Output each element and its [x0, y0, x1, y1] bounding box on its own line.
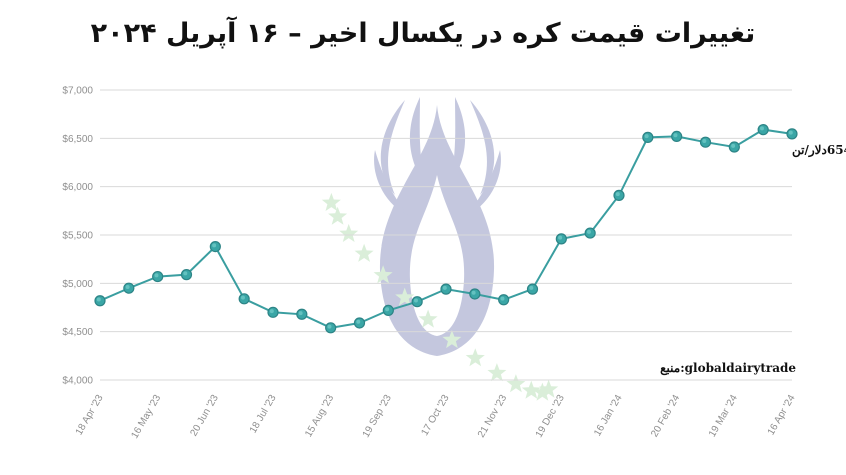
data-point-highlight	[558, 235, 563, 240]
watermark-star	[339, 223, 359, 242]
data-point-highlight	[240, 295, 245, 300]
watermark-star	[539, 379, 559, 398]
source-label: منبع:globaldairytrade	[660, 361, 796, 376]
watermark-star	[487, 363, 507, 382]
data-points	[94, 124, 798, 334]
data-point-highlight	[759, 126, 764, 131]
watermark-star	[321, 192, 341, 211]
x-tick-label: 18 Apr '23	[74, 393, 106, 438]
data-point-highlight	[154, 273, 159, 278]
data-point-highlight	[96, 297, 101, 302]
watermark-star	[328, 206, 348, 225]
last-value-label: 6546دلار/تن	[792, 143, 846, 158]
data-point-highlight	[471, 290, 476, 295]
data-point-highlight	[125, 284, 130, 289]
watermark-star	[521, 380, 541, 399]
x-tick-label: 16 Apr '24	[766, 393, 798, 438]
watermark-star	[465, 348, 485, 367]
data-point-highlight	[500, 296, 505, 301]
watermark-stars	[321, 192, 559, 401]
y-tick-label: $6,000	[62, 182, 93, 193]
x-tick-label: 15 Aug '23	[303, 393, 336, 440]
watermark-star	[354, 243, 374, 262]
y-tick-label: $6,500	[62, 134, 93, 145]
x-axis-ticks: 18 Apr '23 16 May '23 20 Jun '23 18 Jul '23…	[74, 393, 798, 441]
watermark-star	[442, 330, 462, 349]
data-point-highlight	[327, 324, 332, 329]
x-tick-label: 17 Oct '23	[419, 393, 451, 438]
watermark-star	[506, 374, 526, 393]
data-point-highlight	[644, 134, 649, 139]
watermark-star	[532, 382, 552, 401]
x-tick-label: 19 Mar '24	[707, 393, 740, 440]
data-point-highlight	[356, 319, 361, 324]
data-point-highlight	[615, 192, 620, 197]
data-point-highlight	[183, 271, 188, 276]
data-point-highlight	[788, 130, 793, 135]
data-point-highlight	[212, 243, 217, 248]
data-point-highlight	[442, 285, 447, 290]
watermark-star	[373, 265, 393, 284]
watermark-logo	[321, 97, 559, 401]
data-point-highlight	[413, 298, 418, 303]
chart-title: تغییرات قیمت کره در یکسال اخیر – ۱۶ آپری…	[90, 18, 756, 49]
watermark-star	[395, 287, 415, 306]
y-tick-label: $7,000	[62, 86, 93, 97]
y-tick-label: $5,000	[62, 279, 93, 290]
data-point-highlight	[731, 143, 736, 148]
data-point-highlight	[529, 285, 534, 290]
y-axis-ticks: $4,000 $4,500 $5,000 $5,500 $6,000 $6,500 $7,0…	[62, 86, 93, 387]
watermark-vase	[374, 97, 501, 356]
x-tick-label: 16 Jan '24	[592, 393, 625, 439]
data-point-highlight	[586, 229, 591, 234]
data-point-highlight	[298, 311, 303, 316]
y-tick-label: $4,500	[62, 327, 93, 338]
y-tick-label: $5,500	[62, 231, 93, 242]
x-tick-label: 19 Sep '23	[361, 393, 394, 440]
data-point-highlight	[702, 139, 707, 143]
x-tick-label: 18 Jul '23	[248, 393, 279, 436]
x-tick-label: 16 May '23	[129, 393, 163, 441]
x-tick-label: 20 Feb '24	[649, 393, 682, 440]
x-tick-label: 19 Dec '23	[534, 393, 567, 440]
y-tick-label: $4,000	[62, 376, 93, 387]
data-point-highlight	[673, 133, 678, 138]
data-point-highlight	[385, 307, 390, 312]
x-tick-label: 21 Nov '23	[476, 393, 509, 440]
watermark-star	[418, 309, 438, 328]
x-tick-label: 20 Jun '23	[188, 393, 221, 439]
data-point-highlight	[269, 309, 274, 314]
